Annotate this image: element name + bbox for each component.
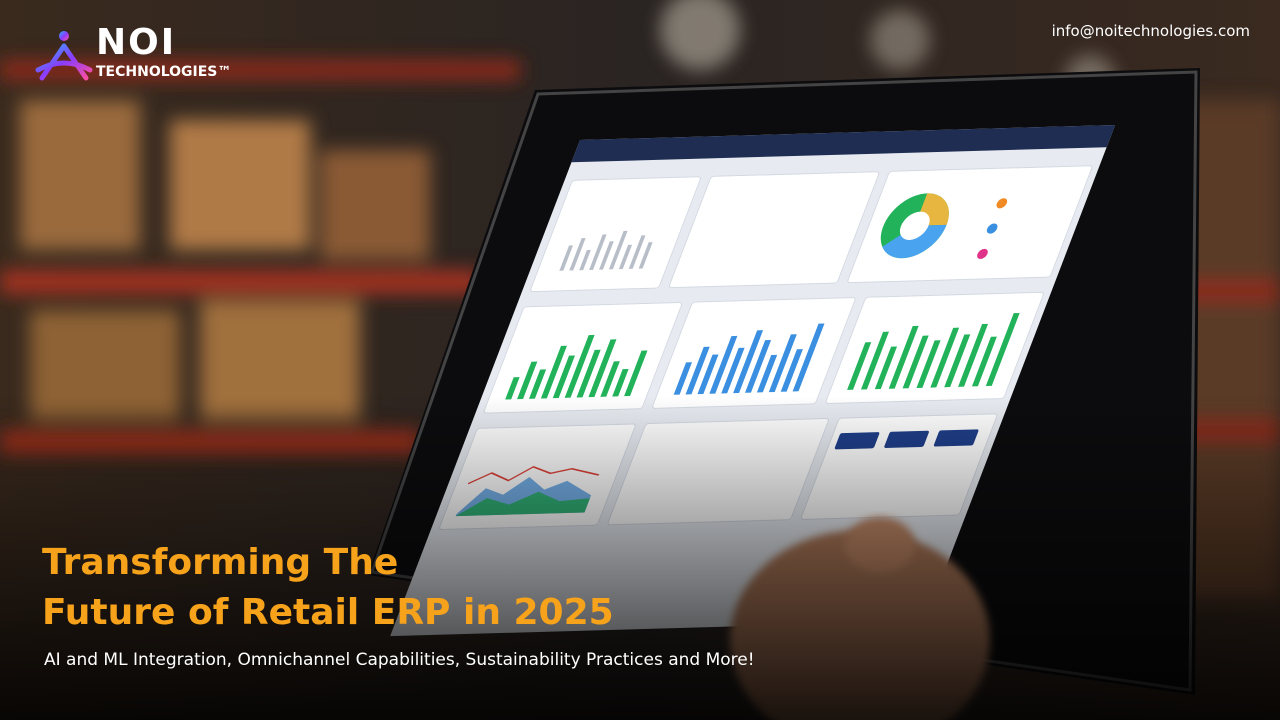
logo-icon: [35, 31, 93, 81]
contact-email: info@noitechnologies.com: [1051, 22, 1250, 40]
logo-tagline: TECHNOLOGIES™: [96, 64, 232, 80]
headline-line: Transforming The: [42, 542, 399, 583]
subtitle: AI and ML Integration, Omnichannel Capab…: [44, 650, 755, 670]
headline: Transforming The Future of Retail ERP in…: [42, 538, 614, 638]
logo-name: NOI: [96, 22, 177, 63]
headline-line: Future of Retail ERP in 2025: [42, 592, 614, 633]
